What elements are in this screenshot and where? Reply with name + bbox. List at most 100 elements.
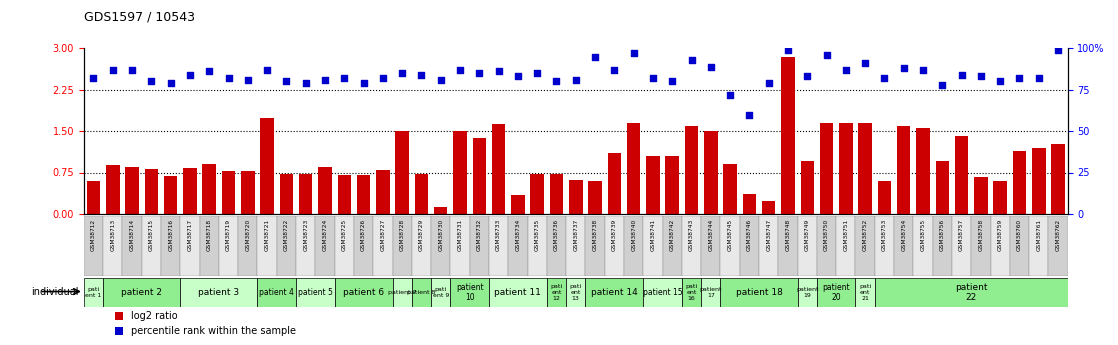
Bar [373, 216, 392, 276]
Bar [874, 278, 1068, 307]
Point [316, 77, 334, 82]
Bar [180, 216, 200, 276]
Text: GSM38721: GSM38721 [265, 219, 269, 251]
Text: patient 4: patient 4 [259, 288, 294, 297]
Point [548, 79, 566, 84]
Text: patient 14: patient 14 [591, 288, 637, 297]
Bar [547, 278, 566, 307]
Text: patient 3: patient 3 [198, 288, 239, 297]
Text: pati
ent 9: pati ent 9 [433, 287, 449, 298]
Bar [106, 165, 120, 214]
Legend: log2 ratio, percentile rank within the sample: log2 ratio, percentile rank within the s… [111, 307, 300, 340]
Text: pati
ent
12: pati ent 12 [550, 284, 562, 301]
Text: patient 5: patient 5 [297, 288, 333, 297]
Bar [566, 278, 586, 307]
Text: pati
ent 1: pati ent 1 [85, 287, 102, 298]
Point [934, 82, 951, 88]
Bar [974, 177, 987, 214]
Text: GSM38723: GSM38723 [303, 219, 309, 251]
Point [1030, 75, 1048, 81]
Bar [740, 216, 759, 276]
Bar [586, 216, 605, 276]
Text: GSM38733: GSM38733 [496, 219, 501, 251]
Text: GSM38739: GSM38739 [612, 219, 617, 251]
Point [915, 67, 932, 72]
Text: GSM38743: GSM38743 [689, 219, 694, 251]
Bar [994, 181, 1007, 214]
Text: patient 15: patient 15 [643, 288, 682, 297]
Text: GSM38748: GSM38748 [786, 219, 790, 251]
Text: patient
17: patient 17 [700, 287, 722, 298]
Bar [720, 216, 740, 276]
Bar [1049, 216, 1068, 276]
Bar [797, 216, 817, 276]
Text: GSM38752: GSM38752 [863, 219, 868, 251]
Bar [742, 194, 756, 214]
Bar [819, 123, 833, 214]
Bar [797, 278, 817, 307]
Point [471, 70, 489, 76]
Bar [84, 216, 103, 276]
Bar [836, 216, 855, 276]
Text: GSM38753: GSM38753 [882, 219, 887, 251]
Bar [354, 216, 373, 276]
Text: GSM38730: GSM38730 [438, 219, 443, 251]
Bar [238, 216, 257, 276]
Text: GSM38741: GSM38741 [651, 219, 655, 251]
Point [1011, 75, 1029, 81]
Bar [451, 216, 470, 276]
Bar [470, 216, 489, 276]
Bar [257, 216, 277, 276]
Text: patient 8: patient 8 [407, 290, 436, 295]
Bar [411, 216, 432, 276]
Text: GSM38749: GSM38749 [805, 219, 809, 251]
Point [490, 69, 508, 74]
Bar [855, 216, 874, 276]
Bar [200, 216, 219, 276]
Text: patient 2: patient 2 [121, 288, 162, 297]
Bar [396, 131, 409, 214]
Point [683, 57, 701, 63]
Text: GSM38756: GSM38756 [940, 219, 945, 251]
Bar [607, 152, 622, 214]
Text: pati
ent
13: pati ent 13 [570, 284, 581, 301]
Text: GSM38726: GSM38726 [361, 219, 366, 251]
Bar [701, 278, 720, 307]
Bar [392, 278, 411, 307]
Point [509, 74, 527, 79]
Point [779, 47, 797, 53]
Point [142, 79, 160, 84]
Bar [897, 126, 910, 214]
Point [856, 60, 874, 66]
Bar [624, 216, 643, 276]
Point [798, 74, 816, 79]
Bar [451, 278, 489, 307]
Point [200, 69, 218, 74]
Point [354, 80, 372, 86]
Bar [528, 216, 547, 276]
Bar [643, 216, 663, 276]
Bar [762, 201, 776, 214]
Bar [296, 216, 315, 276]
Bar [566, 216, 586, 276]
Point [644, 75, 662, 81]
Text: GSM38734: GSM38734 [515, 219, 520, 251]
Point [528, 70, 546, 76]
Bar [183, 168, 197, 214]
Bar [142, 216, 161, 276]
Text: GDS1597 / 10543: GDS1597 / 10543 [84, 10, 195, 23]
Point [702, 64, 720, 69]
Bar [684, 126, 699, 214]
Point [373, 75, 391, 81]
Bar [913, 216, 932, 276]
Point [953, 72, 970, 78]
Bar [453, 131, 467, 214]
Text: individual: individual [31, 287, 78, 296]
Bar [917, 128, 930, 214]
Bar [376, 170, 389, 214]
Bar [103, 278, 180, 307]
Bar [859, 123, 872, 214]
Point [586, 54, 604, 59]
Text: GSM38724: GSM38724 [322, 219, 328, 251]
Point [740, 112, 758, 117]
